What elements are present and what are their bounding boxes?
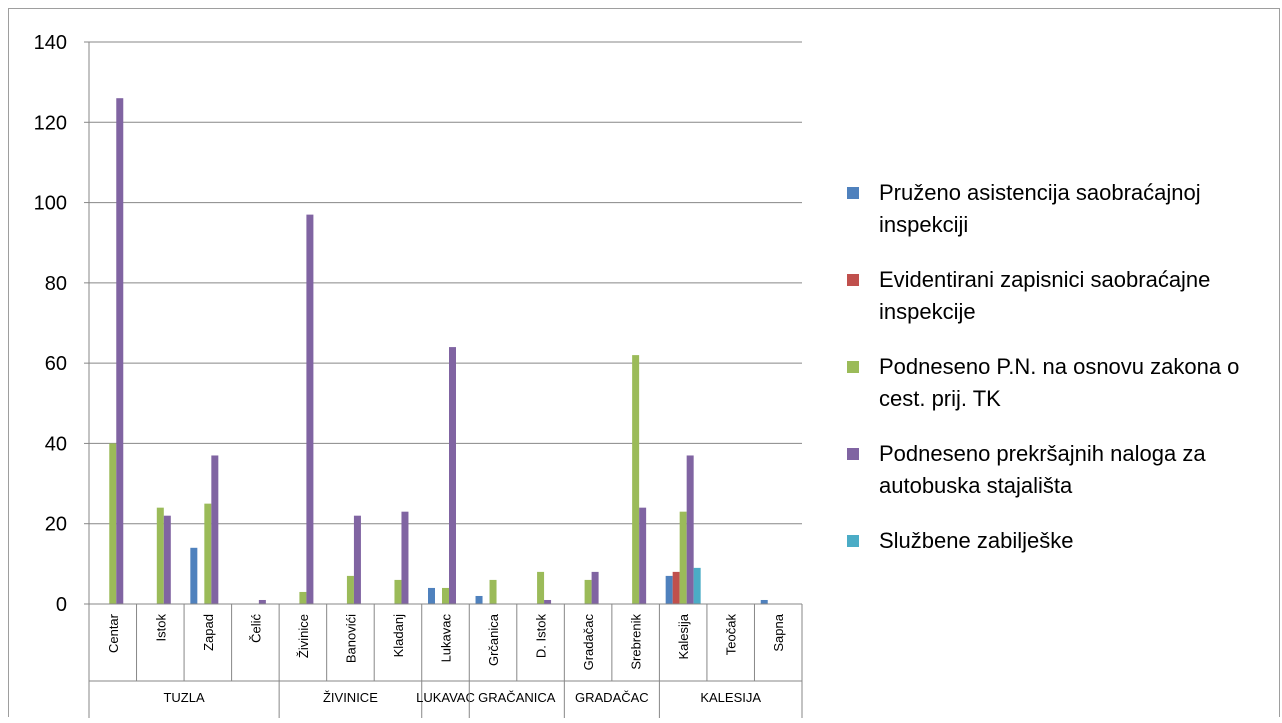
bar <box>693 567 701 604</box>
bar <box>116 98 124 604</box>
legend-item-records: Evidentirani zapisnici saobraćajne inspe… <box>847 264 1277 328</box>
bar <box>639 507 647 604</box>
y-tick-label: 140 <box>34 32 67 54</box>
x-tick-label: Lukavac <box>439 614 454 663</box>
legend-label: Podneseno P.N. na osnovu zakona o cest. … <box>879 354 1240 411</box>
bar <box>537 571 545 604</box>
bar <box>306 214 314 604</box>
bar <box>679 511 687 604</box>
x-tick-label: Kladanj <box>391 614 406 657</box>
x-tick-label: Živinice <box>296 614 311 658</box>
legend-item-bus-stop-orders: Podneseno prekršajnih naloga za autobusk… <box>847 438 1277 502</box>
group-label: KALESIJA <box>700 690 761 705</box>
bar-chart: 0 20 40 60 80 100 120 140 Centar Istok Zapad Čelić Ž… <box>34 32 803 718</box>
legend-label: Službene zabilješke <box>879 528 1074 553</box>
bar <box>591 571 599 604</box>
bar <box>190 547 198 604</box>
legend-swatch-blue <box>847 187 859 199</box>
x-tick-label: Srebrenik <box>629 614 644 670</box>
y-tick-label: 120 <box>34 112 67 134</box>
x-tick-label: Gradačac <box>581 614 596 671</box>
x-tick-label: Teočak <box>724 614 739 656</box>
y-tick-label: 40 <box>45 433 67 455</box>
bar <box>204 503 212 604</box>
bar <box>428 587 435 604</box>
x-tick-label: Čelić <box>248 614 263 643</box>
x-tick-label: Grčanica <box>486 613 501 666</box>
legend-swatch-teal <box>847 535 859 547</box>
x-tick-label: Sapna <box>771 613 786 651</box>
y-tick-label: 0 <box>56 594 67 616</box>
legend-item-pn-road-law: Podneseno P.N. na osnovu zakona o cest. … <box>847 351 1277 415</box>
group-label: GRAČANICA <box>478 690 556 705</box>
y-tick-label: 100 <box>34 193 67 215</box>
bar <box>299 591 307 604</box>
bar <box>449 347 456 604</box>
group-label: LUKAVAC <box>416 690 475 705</box>
legend-label: Pruženo asistencija saobraćajnoj inspekc… <box>879 180 1201 237</box>
x-tick-label: Kalesija <box>676 613 691 659</box>
legend-item-official-notes: Službene zabilješke <box>847 525 1277 557</box>
bar <box>665 575 673 604</box>
legend-swatch-green <box>847 361 859 373</box>
bar <box>475 595 483 604</box>
bar <box>258 599 266 604</box>
legend-swatch-purple <box>847 448 859 460</box>
bar <box>163 515 171 604</box>
legend-item-assistance: Pruženo asistencija saobraćajnoj inspekc… <box>847 177 1277 241</box>
chart-frame: 0 20 40 60 80 100 120 140 Centar Istok Zapad Čelić Ž… <box>8 8 1280 718</box>
legend-swatch-red <box>847 274 859 286</box>
bar <box>489 579 497 604</box>
bar <box>394 579 402 604</box>
bar <box>544 599 552 604</box>
bar <box>672 571 680 604</box>
bar <box>353 515 361 604</box>
y-tick-label: 60 <box>45 353 67 375</box>
bar <box>109 443 117 604</box>
y-tick-label: 80 <box>45 273 67 295</box>
bar <box>584 579 592 604</box>
legend-label: Evidentirani zapisnici saobraćajne inspe… <box>879 267 1211 324</box>
x-tick-label: Istok <box>153 614 168 642</box>
bar <box>632 355 640 604</box>
bar <box>156 507 164 604</box>
bar <box>760 599 768 604</box>
bar <box>442 587 449 604</box>
x-tick-label: Centar <box>106 613 121 653</box>
group-label: ŽIVINICE <box>323 690 378 705</box>
x-tick-label: Banovići <box>343 614 358 663</box>
x-tick-label: Zapad <box>201 614 216 651</box>
bar <box>401 511 409 604</box>
bar <box>346 575 354 604</box>
group-label: GRADAČAC <box>575 690 649 705</box>
x-tick-label: D. Istok <box>534 614 549 659</box>
bar <box>686 455 694 604</box>
bar <box>211 455 219 604</box>
legend-label: Podneseno prekršajnih naloga za autobusk… <box>879 441 1206 498</box>
y-tick-label: 20 <box>45 514 67 536</box>
legend: Pruženo asistencija saobraćajnoj inspekc… <box>847 177 1277 580</box>
group-label: TUZLA <box>163 690 205 705</box>
